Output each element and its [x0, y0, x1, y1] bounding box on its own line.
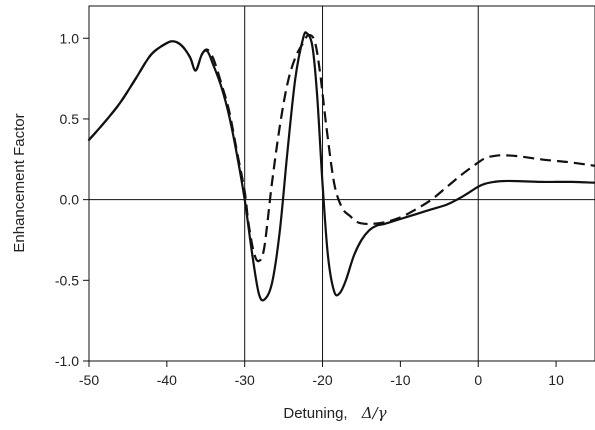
y-tick-label: 1.0: [60, 30, 80, 46]
dashed-series-line: [88, 33, 595, 263]
x-tick-label: -40: [157, 372, 177, 388]
solid-series-line: [87, 31, 595, 302]
x-tick-label: -50: [79, 372, 99, 388]
y-axis-label: Enhancement Factor: [11, 113, 28, 252]
y-axis-ticks: -1.0 -0.5 0.0 0.5 1.0: [55, 30, 89, 369]
y-tick-label: 0.5: [60, 111, 80, 127]
x-axis-label-symbol: Δ/γ: [361, 404, 387, 422]
x-tick-label: 0: [474, 372, 482, 388]
reference-lines: [89, 6, 595, 361]
y-tick-label: 0.0: [60, 192, 80, 208]
x-axis-label: Detuning, Δ/γ: [283, 404, 386, 422]
y-tick-label: -1.0: [55, 353, 79, 369]
x-tick-label: -20: [312, 372, 332, 388]
x-tick-label: 10: [548, 372, 564, 388]
x-tick-label: -10: [390, 372, 410, 388]
y-tick-label: -0.5: [55, 272, 79, 288]
x-axis-label-text: Detuning,: [283, 405, 347, 422]
plot-frame: [88, 5, 595, 362]
x-tick-label: -30: [235, 372, 255, 388]
x-axis-ticks: -50 -40 -30 -20 -10 0 10: [79, 361, 564, 388]
series-layer: [87, 31, 595, 302]
